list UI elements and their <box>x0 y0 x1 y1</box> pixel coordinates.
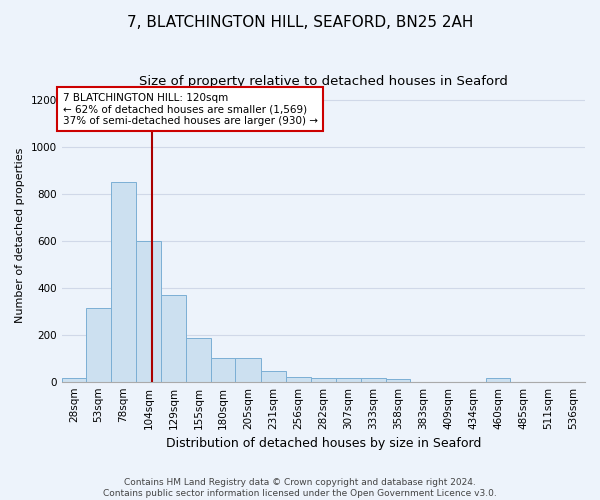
Bar <box>261 371 286 382</box>
Text: Contains HM Land Registry data © Crown copyright and database right 2024.
Contai: Contains HM Land Registry data © Crown c… <box>103 478 497 498</box>
Bar <box>486 378 511 382</box>
Bar <box>187 338 211 382</box>
Bar <box>211 358 235 382</box>
Bar <box>111 182 136 382</box>
X-axis label: Distribution of detached houses by size in Seaford: Distribution of detached houses by size … <box>166 437 481 450</box>
Text: 7 BLATCHINGTON HILL: 120sqm
← 62% of detached houses are smaller (1,569)
37% of : 7 BLATCHINGTON HILL: 120sqm ← 62% of det… <box>62 92 317 126</box>
Bar <box>335 378 361 382</box>
Bar <box>386 380 410 382</box>
Bar <box>86 308 111 382</box>
Bar <box>286 377 311 382</box>
Bar <box>235 358 261 382</box>
Text: 7, BLATCHINGTON HILL, SEAFORD, BN25 2AH: 7, BLATCHINGTON HILL, SEAFORD, BN25 2AH <box>127 15 473 30</box>
Title: Size of property relative to detached houses in Seaford: Size of property relative to detached ho… <box>139 75 508 88</box>
Bar <box>361 378 386 382</box>
Bar <box>136 240 161 382</box>
Bar <box>161 295 187 382</box>
Y-axis label: Number of detached properties: Number of detached properties <box>15 147 25 322</box>
Bar <box>311 378 335 382</box>
Bar <box>62 378 86 382</box>
